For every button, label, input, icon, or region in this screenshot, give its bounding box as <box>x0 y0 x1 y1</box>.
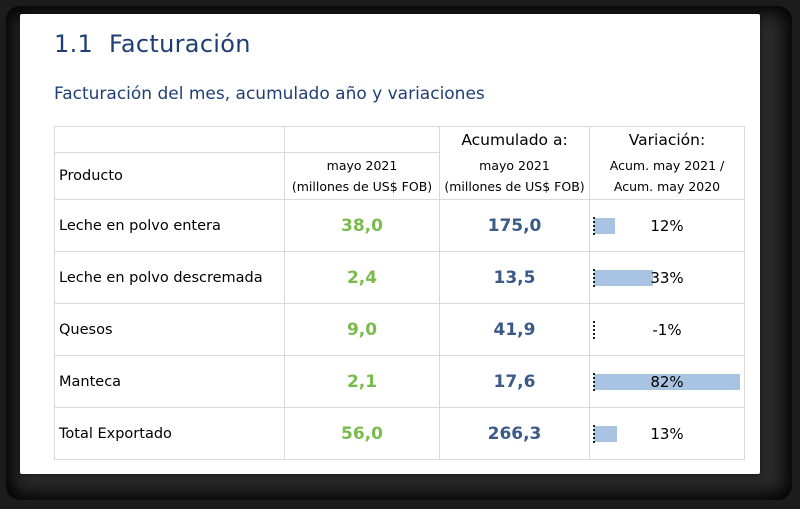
accumulated-value: 175,0 <box>439 199 590 252</box>
product-name: Quesos <box>54 303 285 356</box>
document-page: 1.1 Facturación Facturación del mes, acu… <box>20 14 760 474</box>
variation-bar <box>594 217 615 234</box>
header-month: mayo 2021 (millones de US$ FOB) <box>284 152 440 200</box>
variation-axis <box>593 372 595 391</box>
table-row: Quesos 9,0 41,9 -1% <box>54 303 745 356</box>
variation-cell: 82% <box>589 355 745 408</box>
variation-value: 13% <box>650 424 684 443</box>
header-empty-month <box>284 126 440 153</box>
variation-axis <box>593 424 595 443</box>
header-accumulated-title: Acumulado a: <box>439 126 590 153</box>
header-accumulated-line1: mayo 2021 <box>479 157 550 173</box>
table-row: Leche en polvo entera 38,0 175,0 12% <box>54 199 745 252</box>
variation-axis <box>593 268 595 287</box>
accumulated-value: 41,9 <box>439 303 590 356</box>
header-product: Producto <box>54 152 285 200</box>
product-name: Leche en polvo entera <box>54 199 285 252</box>
table-row: Total Exportado 56,0 266,3 13% <box>54 407 745 460</box>
variation-value: 82% <box>650 372 684 391</box>
billing-table: Acumulado a: Variación: Producto mayo 20… <box>54 126 745 460</box>
month-value: 56,0 <box>284 407 440 460</box>
variation-cell: 12% <box>589 199 745 252</box>
variation-axis <box>593 216 595 235</box>
table-row: Leche en polvo descremada 2,4 13,5 33% <box>54 251 745 304</box>
header-variation-line2: Acum. may 2020 <box>613 178 721 194</box>
header-accumulated: mayo 2021 (millones de US$ FOB) <box>439 152 590 200</box>
header-month-line2: (millones de US$ FOB) <box>291 179 433 194</box>
accumulated-value: 266,3 <box>439 407 590 460</box>
variation-value: 12% <box>650 216 684 235</box>
variation-value: -1% <box>652 320 682 339</box>
header-row-top: Acumulado a: Variación: <box>54 126 745 153</box>
month-value: 2,4 <box>284 251 440 304</box>
header-month-line1: mayo 2021 <box>326 158 398 173</box>
table-subtitle: Facturación del mes, acumulado año y var… <box>54 84 485 104</box>
variation-bar <box>594 425 617 442</box>
header-variation: Acum. may 2021 / Acum. may 2020 <box>589 152 745 200</box>
header-variation-title: Variación: <box>589 126 745 153</box>
accumulated-value: 13,5 <box>439 251 590 304</box>
variation-value: 33% <box>650 268 684 287</box>
section-heading: 1.1 Facturación <box>54 30 251 58</box>
variation-cell: 13% <box>589 407 745 460</box>
variation-bar <box>594 373 740 390</box>
month-value: 9,0 <box>284 303 440 356</box>
header-row-bottom: Producto mayo 2021 (millones de US$ FOB)… <box>54 152 745 200</box>
section-number: 1.1 <box>54 30 94 58</box>
header-accumulated-line2: (millones de US$ FOB) <box>444 178 585 194</box>
header-variation-line1: Acum. may 2021 / <box>609 157 725 173</box>
month-value: 2,1 <box>284 355 440 408</box>
header-empty-product <box>54 126 285 153</box>
table-row: Manteca 2,1 17,6 82% <box>54 355 745 408</box>
product-name: Leche en polvo descremada <box>54 251 285 304</box>
variation-axis <box>593 320 595 339</box>
month-value: 38,0 <box>284 199 440 252</box>
variation-cell: -1% <box>589 303 745 356</box>
section-title: Facturación <box>109 30 251 58</box>
variation-cell: 33% <box>589 251 745 304</box>
accumulated-value: 17,6 <box>439 355 590 408</box>
variation-bar <box>594 269 653 286</box>
product-name: Total Exportado <box>54 407 285 460</box>
product-name: Manteca <box>54 355 285 408</box>
